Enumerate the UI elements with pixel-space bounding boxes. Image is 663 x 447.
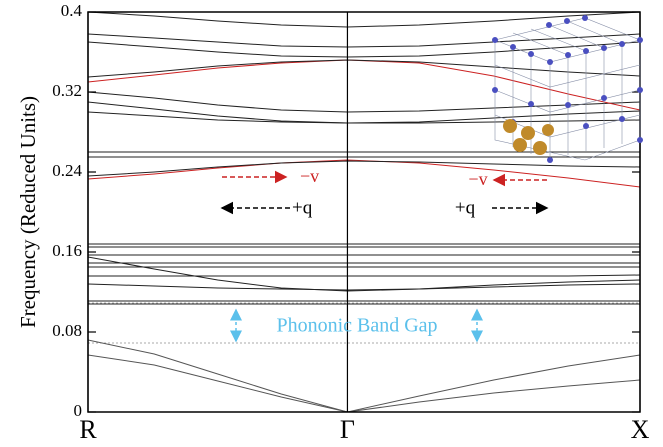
y-tick-label: 0.08 [52,321,82,340]
annotation: +q [292,197,313,218]
band-line [87,111,641,124]
crystal-inset [492,15,643,163]
annotation: −v [300,166,319,186]
gap-arrows [230,308,483,343]
band-line [87,159,641,188]
annotation: Phononic Band Gap [276,315,437,337]
band-line [87,256,641,292]
y-tick-label: 0.24 [52,161,82,180]
band-line [87,354,641,413]
band-line [87,33,641,48]
band-line [87,59,641,78]
x-tick-label: Γ [340,415,355,444]
band-line [88,274,641,277]
band-line [87,283,641,291]
x-tick-label: R [79,415,97,444]
annotation: −v [468,169,487,189]
x-tick-label: X [631,415,650,444]
annotation: +q [455,197,476,218]
plot-area: 0 0.08 0.16 0.24 0.32 0.4 R Γ X [52,1,649,444]
plot-frame [87,11,641,413]
y-axis-label: Frequency (Reduced Units) [16,96,40,328]
y-tick-label: 0 [74,401,83,420]
band-line [87,339,641,413]
band-line [87,41,641,58]
band-line [87,160,641,177]
y-tick-label: 0.4 [61,1,83,20]
annotation-arrows [220,170,549,215]
y-tick-label: 0.16 [52,241,82,260]
band-line [87,91,641,113]
y-tick-label: 0.32 [52,81,82,100]
